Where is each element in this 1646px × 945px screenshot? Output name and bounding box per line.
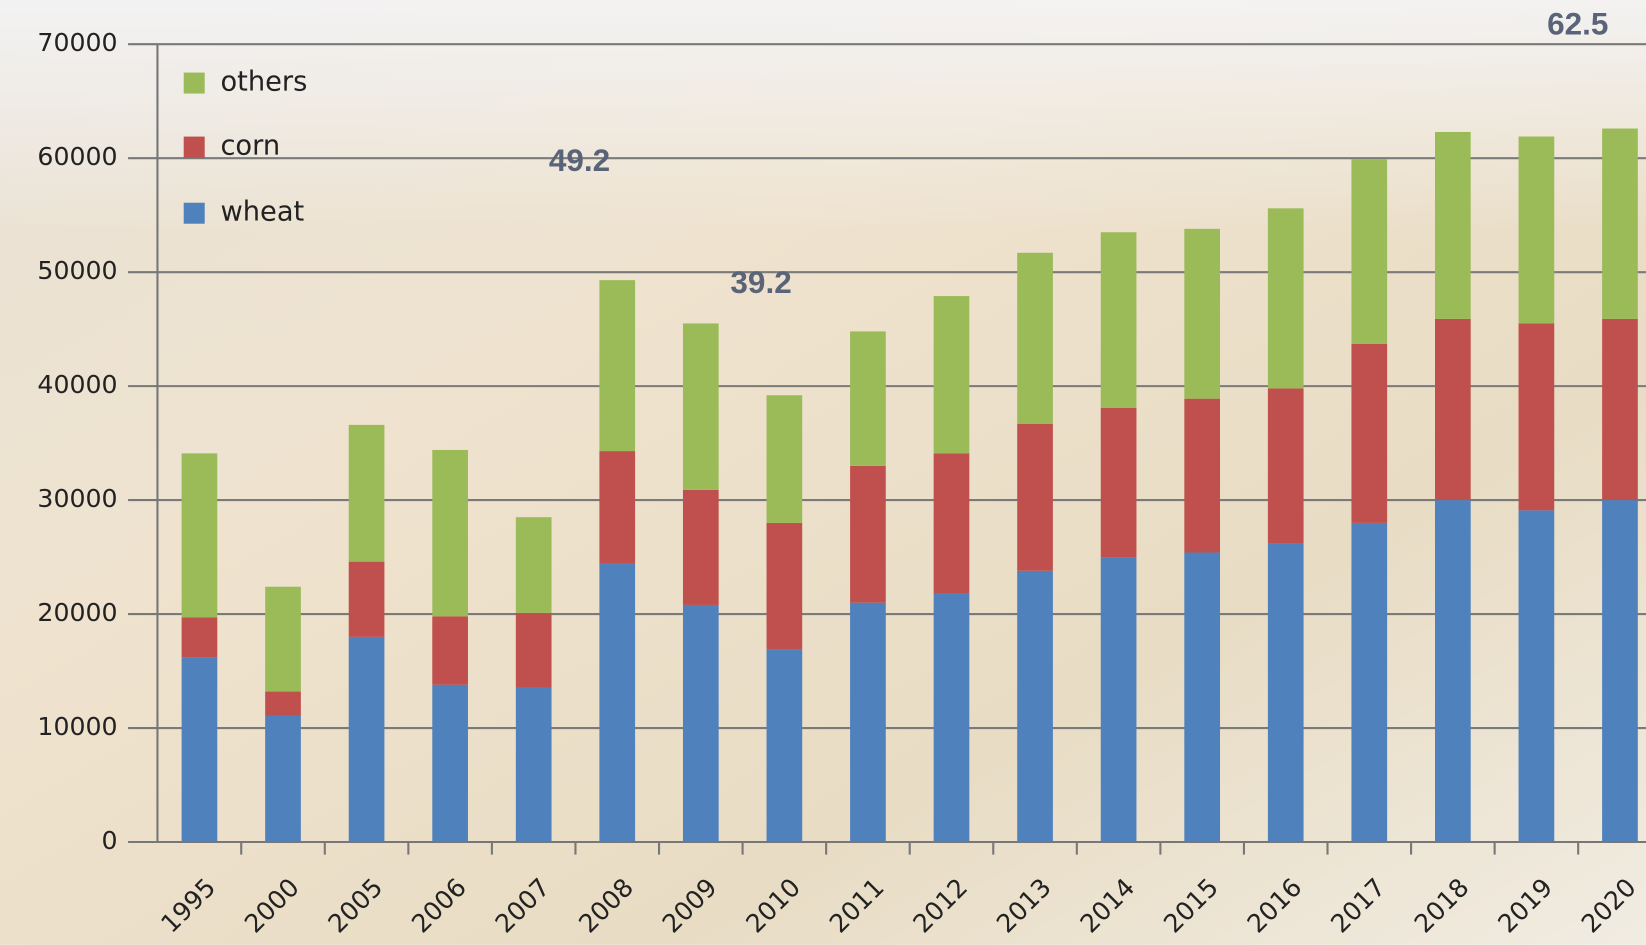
bar-segment bbox=[432, 685, 468, 842]
bar-segment bbox=[1184, 399, 1220, 553]
bar-segment bbox=[1101, 232, 1137, 408]
bar-segment bbox=[1268, 388, 1304, 543]
bar-segment bbox=[182, 453, 218, 617]
bar-segment bbox=[1017, 253, 1053, 424]
bar-segment bbox=[1351, 344, 1387, 523]
bar-segment bbox=[683, 605, 719, 842]
bar-segment bbox=[850, 466, 886, 603]
bar-segment bbox=[265, 692, 301, 716]
y-tick-label: 50000 bbox=[37, 256, 117, 285]
bar-segment bbox=[934, 296, 970, 453]
bar-segment bbox=[1435, 132, 1471, 319]
legend-label: corn bbox=[220, 131, 280, 162]
legend-swatch bbox=[184, 137, 205, 158]
bar-segment bbox=[599, 451, 635, 564]
bar-segment bbox=[516, 613, 552, 687]
bar-segment bbox=[1602, 129, 1638, 319]
bar-segment bbox=[767, 395, 803, 523]
bar-segment bbox=[1519, 510, 1555, 842]
page: {"chart_data": {"type": "bar", "stacked"… bbox=[0, 0, 1646, 945]
bar-segment bbox=[1519, 323, 1555, 510]
bar-segment bbox=[683, 490, 719, 605]
bar-segment bbox=[1184, 553, 1220, 842]
bar-segment bbox=[349, 425, 385, 562]
y-tick-label: 30000 bbox=[37, 484, 117, 513]
bar-segment bbox=[182, 617, 218, 657]
bar-segment bbox=[1184, 229, 1220, 399]
bar-segment bbox=[516, 517, 552, 613]
bar-segment bbox=[934, 453, 970, 593]
y-tick-label: 40000 bbox=[37, 370, 117, 399]
bar-segment bbox=[349, 562, 385, 637]
legend-label: wheat bbox=[220, 197, 304, 228]
bar-segment bbox=[516, 687, 552, 842]
bar-segment bbox=[1435, 319, 1471, 500]
bar-segment bbox=[265, 587, 301, 692]
bar-segment bbox=[432, 450, 468, 616]
bar-segment bbox=[182, 657, 218, 842]
bar-segment bbox=[1017, 424, 1053, 571]
bar-segment bbox=[599, 564, 635, 842]
bar-segment bbox=[850, 603, 886, 842]
bar-segment bbox=[1435, 500, 1471, 842]
annotation: 39.2 bbox=[730, 264, 791, 300]
bar-segment bbox=[1351, 523, 1387, 842]
bar-segment bbox=[1101, 557, 1137, 842]
bar-segment bbox=[1017, 571, 1053, 842]
y-tick-label: 60000 bbox=[37, 142, 117, 171]
y-tick-label: 10000 bbox=[37, 712, 117, 741]
annotation: 49.2 bbox=[549, 142, 610, 178]
bar-segment bbox=[1101, 408, 1137, 557]
chart: 0100002000030000400005000060000700001995… bbox=[0, 0, 1646, 945]
y-tick-label: 70000 bbox=[37, 28, 117, 57]
bar-segment bbox=[850, 331, 886, 465]
bar-segment bbox=[349, 637, 385, 842]
bar-segment bbox=[1268, 543, 1304, 842]
bar-segment bbox=[265, 716, 301, 843]
annotation: 62.5 bbox=[1547, 6, 1608, 42]
bar-segment bbox=[1602, 319, 1638, 500]
bar-segment bbox=[934, 594, 970, 842]
legend-swatch bbox=[184, 73, 205, 94]
bar-segment bbox=[1519, 137, 1555, 324]
bar-segment bbox=[767, 649, 803, 842]
legend-label: others bbox=[220, 67, 307, 98]
y-tick-label: 0 bbox=[102, 826, 118, 855]
bar-segment bbox=[1602, 500, 1638, 842]
legend-swatch bbox=[184, 203, 205, 224]
bar-segment bbox=[683, 323, 719, 489]
bar-segment bbox=[599, 280, 635, 451]
y-tick-label: 20000 bbox=[37, 598, 117, 627]
bar-segment bbox=[432, 616, 468, 684]
bar-segment bbox=[1351, 159, 1387, 344]
bar-segment bbox=[1268, 208, 1304, 388]
bar-segment bbox=[767, 523, 803, 650]
